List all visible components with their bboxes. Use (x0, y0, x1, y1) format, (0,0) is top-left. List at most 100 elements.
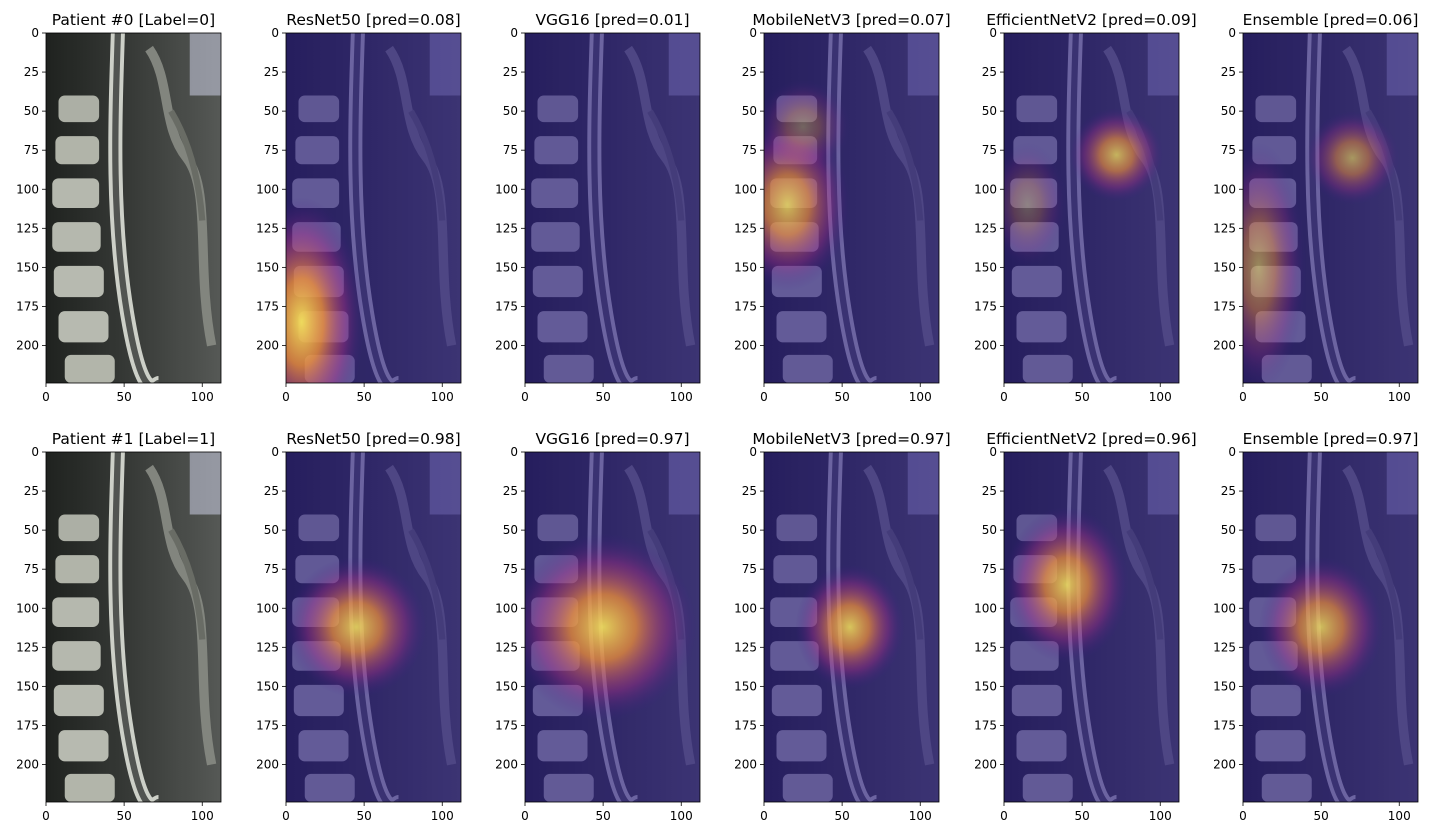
y-tick-label: 200 (495, 758, 518, 772)
y-tick-label: 25 (264, 65, 279, 79)
panel: MobileNetV3 [pred=0.97]02550751001251501… (734, 430, 951, 823)
x-tick-label: 0 (42, 809, 50, 823)
x-tick-label: 100 (670, 809, 693, 823)
y-tick-label: 175 (1213, 718, 1236, 732)
axes-frame (285, 451, 462, 803)
y-tick-label: 75 (264, 562, 279, 576)
y-tick-label: 100 (16, 601, 39, 615)
y-tick-label: 200 (256, 339, 279, 353)
y-tick-label: 175 (16, 299, 39, 313)
cam-overlay-image (1004, 452, 1179, 802)
y-tick-label: 100 (495, 601, 518, 615)
x-tick-label: 50 (1313, 390, 1328, 404)
y-tick-label: 175 (734, 299, 757, 313)
y-tick-label: 25 (1221, 65, 1236, 79)
y-tick-label: 125 (256, 221, 279, 235)
panel: EfficientNetV2 [pred=0.96]02550751001251… (974, 430, 1197, 823)
axes-frame (45, 451, 222, 803)
y-tick-label: 100 (256, 182, 279, 196)
panel-title: Patient #1 [Label=1] (52, 430, 215, 448)
y-tick-label: 50 (24, 104, 39, 118)
heatmap-hotspot (795, 564, 905, 690)
y-tick-label: 0 (31, 445, 39, 459)
y-tick-label: 75 (503, 562, 518, 576)
y-tick-label: 0 (749, 445, 757, 459)
y-tick-label: 200 (974, 339, 997, 353)
axes-frame (763, 32, 940, 384)
y-tick-label: 125 (974, 640, 997, 654)
y-tick-label: 100 (256, 601, 279, 615)
y-tick-label: 25 (503, 484, 518, 498)
y-tick-label: 25 (1221, 484, 1236, 498)
y-tick-label: 100 (16, 182, 39, 196)
y-tick-label: 0 (989, 26, 997, 40)
y-tick-label: 25 (24, 484, 39, 498)
axes-frame (524, 451, 701, 803)
panel-title: Ensemble [pred=0.06] (1243, 11, 1419, 29)
y-tick-label: 150 (495, 260, 518, 274)
y-tick-label: 50 (503, 104, 518, 118)
x-tick-label: 100 (191, 390, 214, 404)
y-tick-label: 50 (1221, 104, 1236, 118)
y-tick-label: 0 (1228, 26, 1236, 40)
panel: ResNet50 [pred=0.98] 0 25 50 75 100 125 150 175 2… (256, 430, 462, 823)
y-tick-label: 175 (256, 718, 279, 732)
x-tick-label: 0 (1000, 809, 1008, 823)
x-tick-label: 50 (595, 809, 610, 823)
heatmap-hotspot (525, 533, 697, 721)
axes-frame (1003, 451, 1180, 803)
x-tick-label: 50 (356, 390, 371, 404)
y-tick-label: 175 (495, 718, 518, 732)
y-tick-label: 25 (742, 65, 757, 79)
panel-title: ResNet50 [pred=0.08] (286, 11, 460, 29)
x-tick-label: 0 (42, 390, 50, 404)
y-tick-label: 125 (16, 221, 39, 235)
y-tick-label: 150 (1213, 260, 1236, 274)
mri-image (46, 33, 221, 383)
y-tick-label: 75 (982, 562, 997, 576)
x-tick-label: 50 (1074, 390, 1089, 404)
heatmap-hotspot (1258, 556, 1384, 698)
y-tick-label: 125 (1213, 640, 1236, 654)
mri-image (46, 452, 221, 802)
x-tick-label: 50 (116, 809, 131, 823)
y-tick-label: 25 (503, 65, 518, 79)
y-tick-label: 200 (974, 758, 997, 772)
y-tick-label: 150 (974, 679, 997, 693)
panel-title: Ensemble [pred=0.97] (1243, 430, 1419, 448)
x-tick-label: 100 (1149, 390, 1172, 404)
cam-overlay-image (1243, 33, 1418, 383)
x-tick-label: 100 (1388, 809, 1411, 823)
y-tick-label: 150 (495, 679, 518, 693)
heatmap-hotspot (1243, 142, 1306, 383)
y-tick-label: 200 (734, 339, 757, 353)
y-tick-label: 50 (1221, 523, 1236, 537)
panel-title: EfficientNetV2 [pred=0.96] (986, 430, 1196, 448)
y-tick-label: 125 (1213, 221, 1236, 235)
axes-frame (1242, 32, 1419, 384)
x-tick-label: 50 (356, 809, 371, 823)
y-tick-label: 200 (1213, 758, 1236, 772)
axes-frame (285, 32, 462, 384)
y-tick-label: 150 (256, 679, 279, 693)
y-tick-label: 150 (16, 679, 39, 693)
y-tick-label: 175 (495, 299, 518, 313)
y-tick-label: 150 (734, 260, 757, 274)
panel: Ensemble [pred=0.06] 0 25 50 75 100 125 150 175 2… (1213, 11, 1419, 404)
panel: ResNet50 [pred=0.08] 0 25 50 75 100 125 150 175 2… (256, 11, 462, 404)
axes-frame (45, 32, 222, 384)
panel-title: MobileNetV3 [pred=0.97] (752, 430, 950, 448)
y-tick-label: 100 (734, 182, 757, 196)
x-tick-label: 0 (282, 390, 290, 404)
y-tick-label: 125 (495, 640, 518, 654)
x-tick-label: 100 (670, 390, 693, 404)
y-tick-label: 175 (16, 718, 39, 732)
y-tick-label: 75 (742, 562, 757, 576)
y-tick-label: 200 (734, 758, 757, 772)
heatmap-hotspot (1004, 142, 1067, 268)
y-tick-label: 125 (495, 221, 518, 235)
cam-overlay-image (1004, 33, 1179, 383)
panel-title: EfficientNetV2 [pred=0.09] (986, 11, 1196, 29)
y-tick-label: 0 (271, 445, 279, 459)
